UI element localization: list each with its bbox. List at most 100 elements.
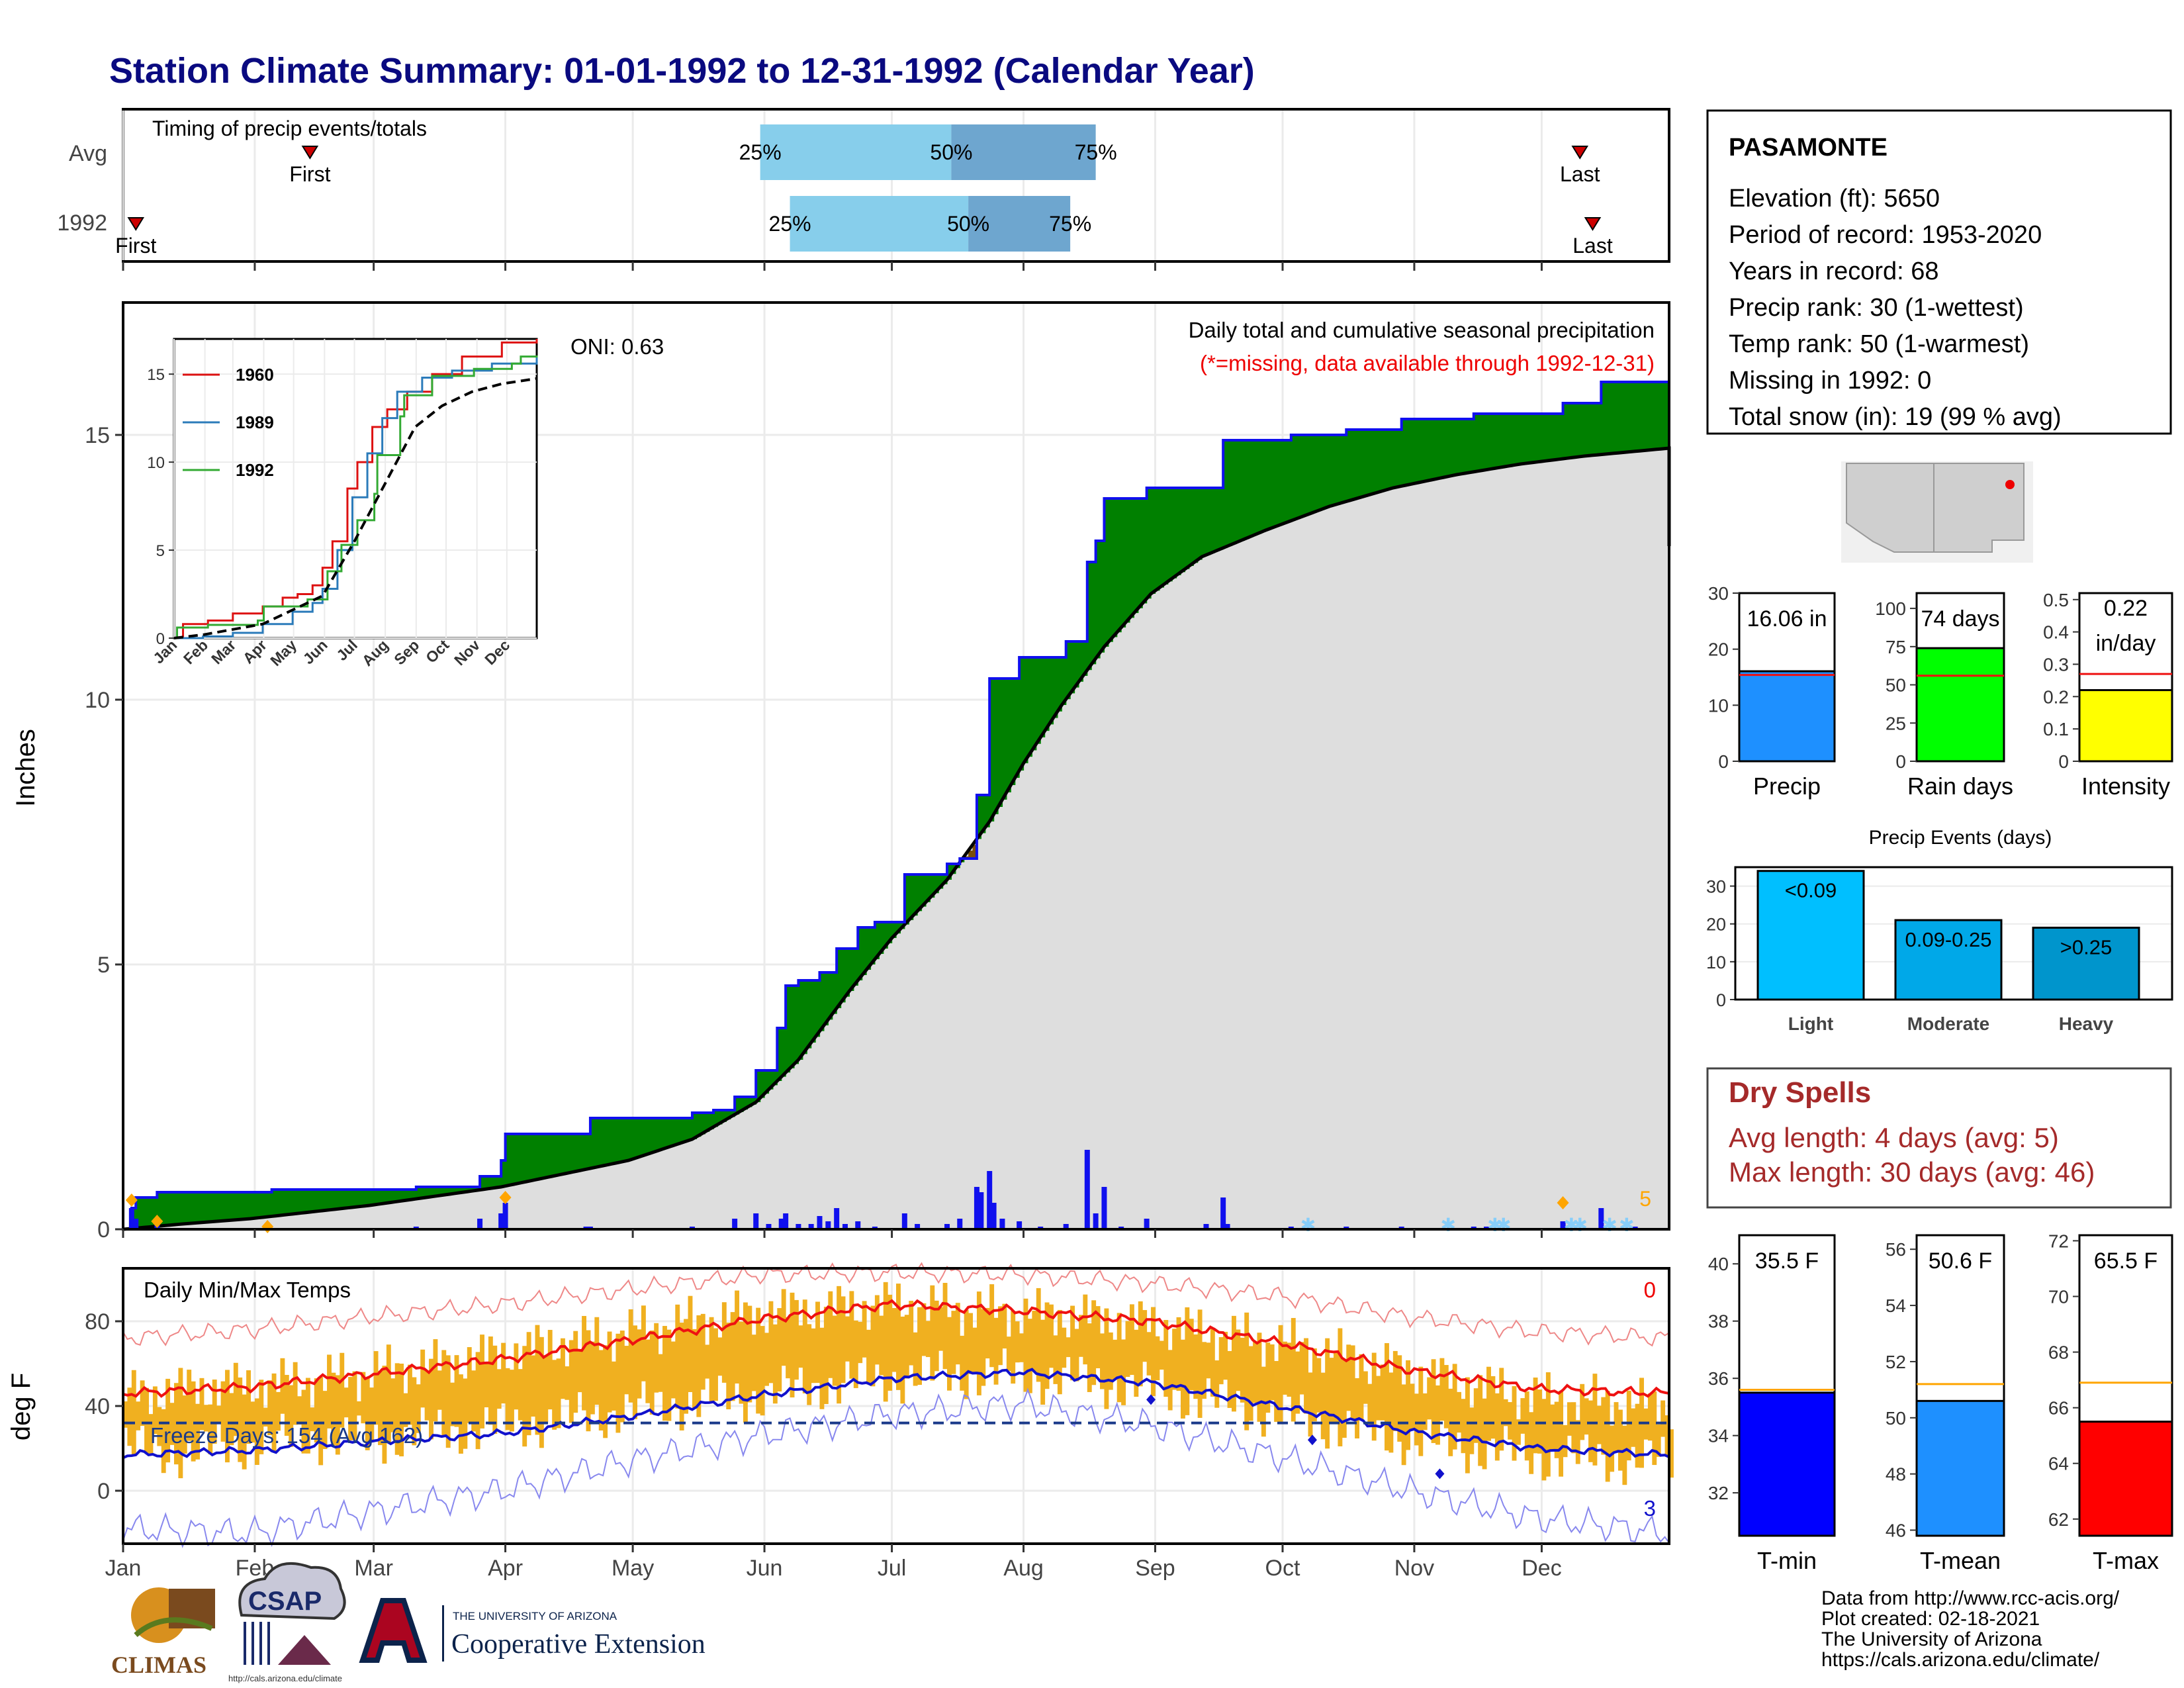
station-info-box: PASAMONTE Elevation (ft): 5650 Period of… (1706, 109, 2172, 435)
above-average-band (547, 1134, 553, 1178)
daily-temp-bar (259, 1380, 264, 1454)
above-average-band (169, 1192, 175, 1225)
daily-temp-bar (582, 1315, 586, 1411)
temp-ylabel: deg F (7, 1373, 36, 1440)
precip-inset-lines (173, 339, 538, 639)
daily-temp-bar (1062, 1327, 1067, 1368)
above-average-band (518, 1134, 523, 1184)
csap-logo: CSAP http://cals.arizona.edu/climate (228, 1562, 346, 1683)
above-average-band (314, 1190, 319, 1212)
above-average-band (1167, 488, 1173, 582)
daily-temp-bar (441, 1350, 447, 1436)
temp-corner-max-count: 0 (1644, 1278, 1656, 1302)
above-average-band (1159, 488, 1164, 588)
above-average-band (700, 1113, 705, 1135)
daily-temp-bar (1367, 1383, 1373, 1427)
daily-temp-bar (1614, 1402, 1619, 1453)
above-average-band (1274, 440, 1279, 528)
daily-temp-bar (1571, 1402, 1576, 1454)
temp-x-tick-label: Jul (878, 1556, 906, 1581)
daily-temp-bar (1185, 1307, 1190, 1415)
daily-temp-bar (883, 1282, 888, 1402)
daily-temp-bar (1159, 1340, 1164, 1370)
above-average-band (1664, 382, 1670, 449)
main-y-tick-label: 5 (97, 953, 110, 978)
dry-spells-max: Max length: 30 days (avg: 46) (1729, 1156, 2095, 1188)
daily-temp-bar (182, 1395, 187, 1454)
daily-temp-bar (123, 1401, 128, 1428)
daily-temp-bar (1550, 1404, 1555, 1451)
small-bar-y-tick-label: 75 (1886, 637, 1906, 657)
daily-precip-bar (842, 1224, 848, 1229)
daily-temp-bar (386, 1344, 391, 1444)
precip-main-ylabel: Inches (11, 729, 40, 807)
daily-temp-bar (666, 1329, 672, 1421)
daily-temp-bar (501, 1342, 506, 1404)
above-average-band (1610, 382, 1615, 454)
daily-temp-bar (735, 1290, 740, 1384)
events-category-label: Moderate (1907, 1013, 1989, 1034)
above-average-band (445, 1187, 451, 1195)
daily-precip-bar (1203, 1224, 1209, 1229)
daily-temp-bar (565, 1366, 570, 1400)
above-average-band (1346, 430, 1351, 502)
above-average-band (1465, 419, 1470, 473)
precip-events-title: Precip Events (days) (1869, 827, 2052, 849)
daily-temp-bar (819, 1327, 825, 1409)
small-bar-y-tick-label: 10 (1708, 695, 1729, 716)
daily-temp-bar (976, 1291, 981, 1395)
above-average-band (1176, 488, 1181, 575)
above-average-band (1053, 657, 1058, 718)
ua-logo-a-mark (359, 1598, 428, 1663)
timing-bar-q50-q75 (951, 124, 1096, 180)
average-min-line (122, 1368, 1670, 1460)
daily-temp-bar (1138, 1301, 1143, 1387)
above-average-band (760, 1070, 765, 1098)
above-average-band (896, 922, 901, 934)
above-average-band (1197, 488, 1203, 560)
small-bar-y-tick-label: 68 (2048, 1342, 2069, 1363)
above-average-band (390, 1190, 396, 1203)
rain-days-chart: 0 25 50 75 100 74 days Rain days (1875, 592, 2013, 800)
daily-temp-bar (726, 1323, 731, 1410)
small-bar-value-label: 16.06 in (1747, 606, 1827, 632)
temp-x-tick-label: Oct (1265, 1556, 1300, 1581)
above-average-band (612, 1118, 617, 1164)
above-average-band (1647, 382, 1653, 450)
above-average-band (913, 874, 918, 916)
above-average-band (1478, 414, 1483, 471)
timing-bar-q25-q50 (790, 196, 969, 252)
daily-temp-bar (382, 1366, 387, 1464)
precip-main-areas (122, 379, 1671, 1231)
daily-precip-bar (1084, 1150, 1090, 1229)
above-average-band (891, 922, 897, 938)
events-y-tick-label: 10 (1706, 953, 1726, 972)
above-average-band (318, 1190, 324, 1211)
daily-temp-bar (1155, 1336, 1160, 1381)
daily-temp-bar (1176, 1317, 1181, 1391)
above-average-band (1443, 419, 1449, 477)
daily-temp-bar (985, 1307, 990, 1359)
above-average-band (1002, 679, 1007, 800)
daily-precip-bar (1224, 1224, 1230, 1229)
daily-temp-bar (1338, 1328, 1343, 1446)
csap-logo-url: http://cals.arizona.edu/climate (228, 1673, 342, 1683)
daily-temp-bar (1146, 1332, 1152, 1376)
above-average-band (921, 874, 927, 907)
daily-temp-bar (717, 1337, 723, 1376)
daily-temp-bar (246, 1370, 251, 1444)
daily-temp-bar (356, 1401, 361, 1416)
daily-temp-bar (1325, 1338, 1330, 1449)
above-average-band (777, 1028, 782, 1081)
events-bar-label: <0.09 (1785, 879, 1837, 902)
small-bar-y-tick-label: 20 (1708, 639, 1729, 660)
above-average-band (1601, 382, 1606, 455)
above-average-band (331, 1190, 336, 1210)
timing-first-marker (301, 146, 319, 160)
daily-temp-bar (1567, 1402, 1572, 1436)
above-average-band (1508, 414, 1513, 467)
daily-precip-bar (944, 1224, 950, 1229)
station-line: Elevation (ft): 5650 (1729, 185, 1940, 212)
above-average-band (429, 1187, 434, 1197)
daily-temp-bar (1142, 1310, 1148, 1362)
